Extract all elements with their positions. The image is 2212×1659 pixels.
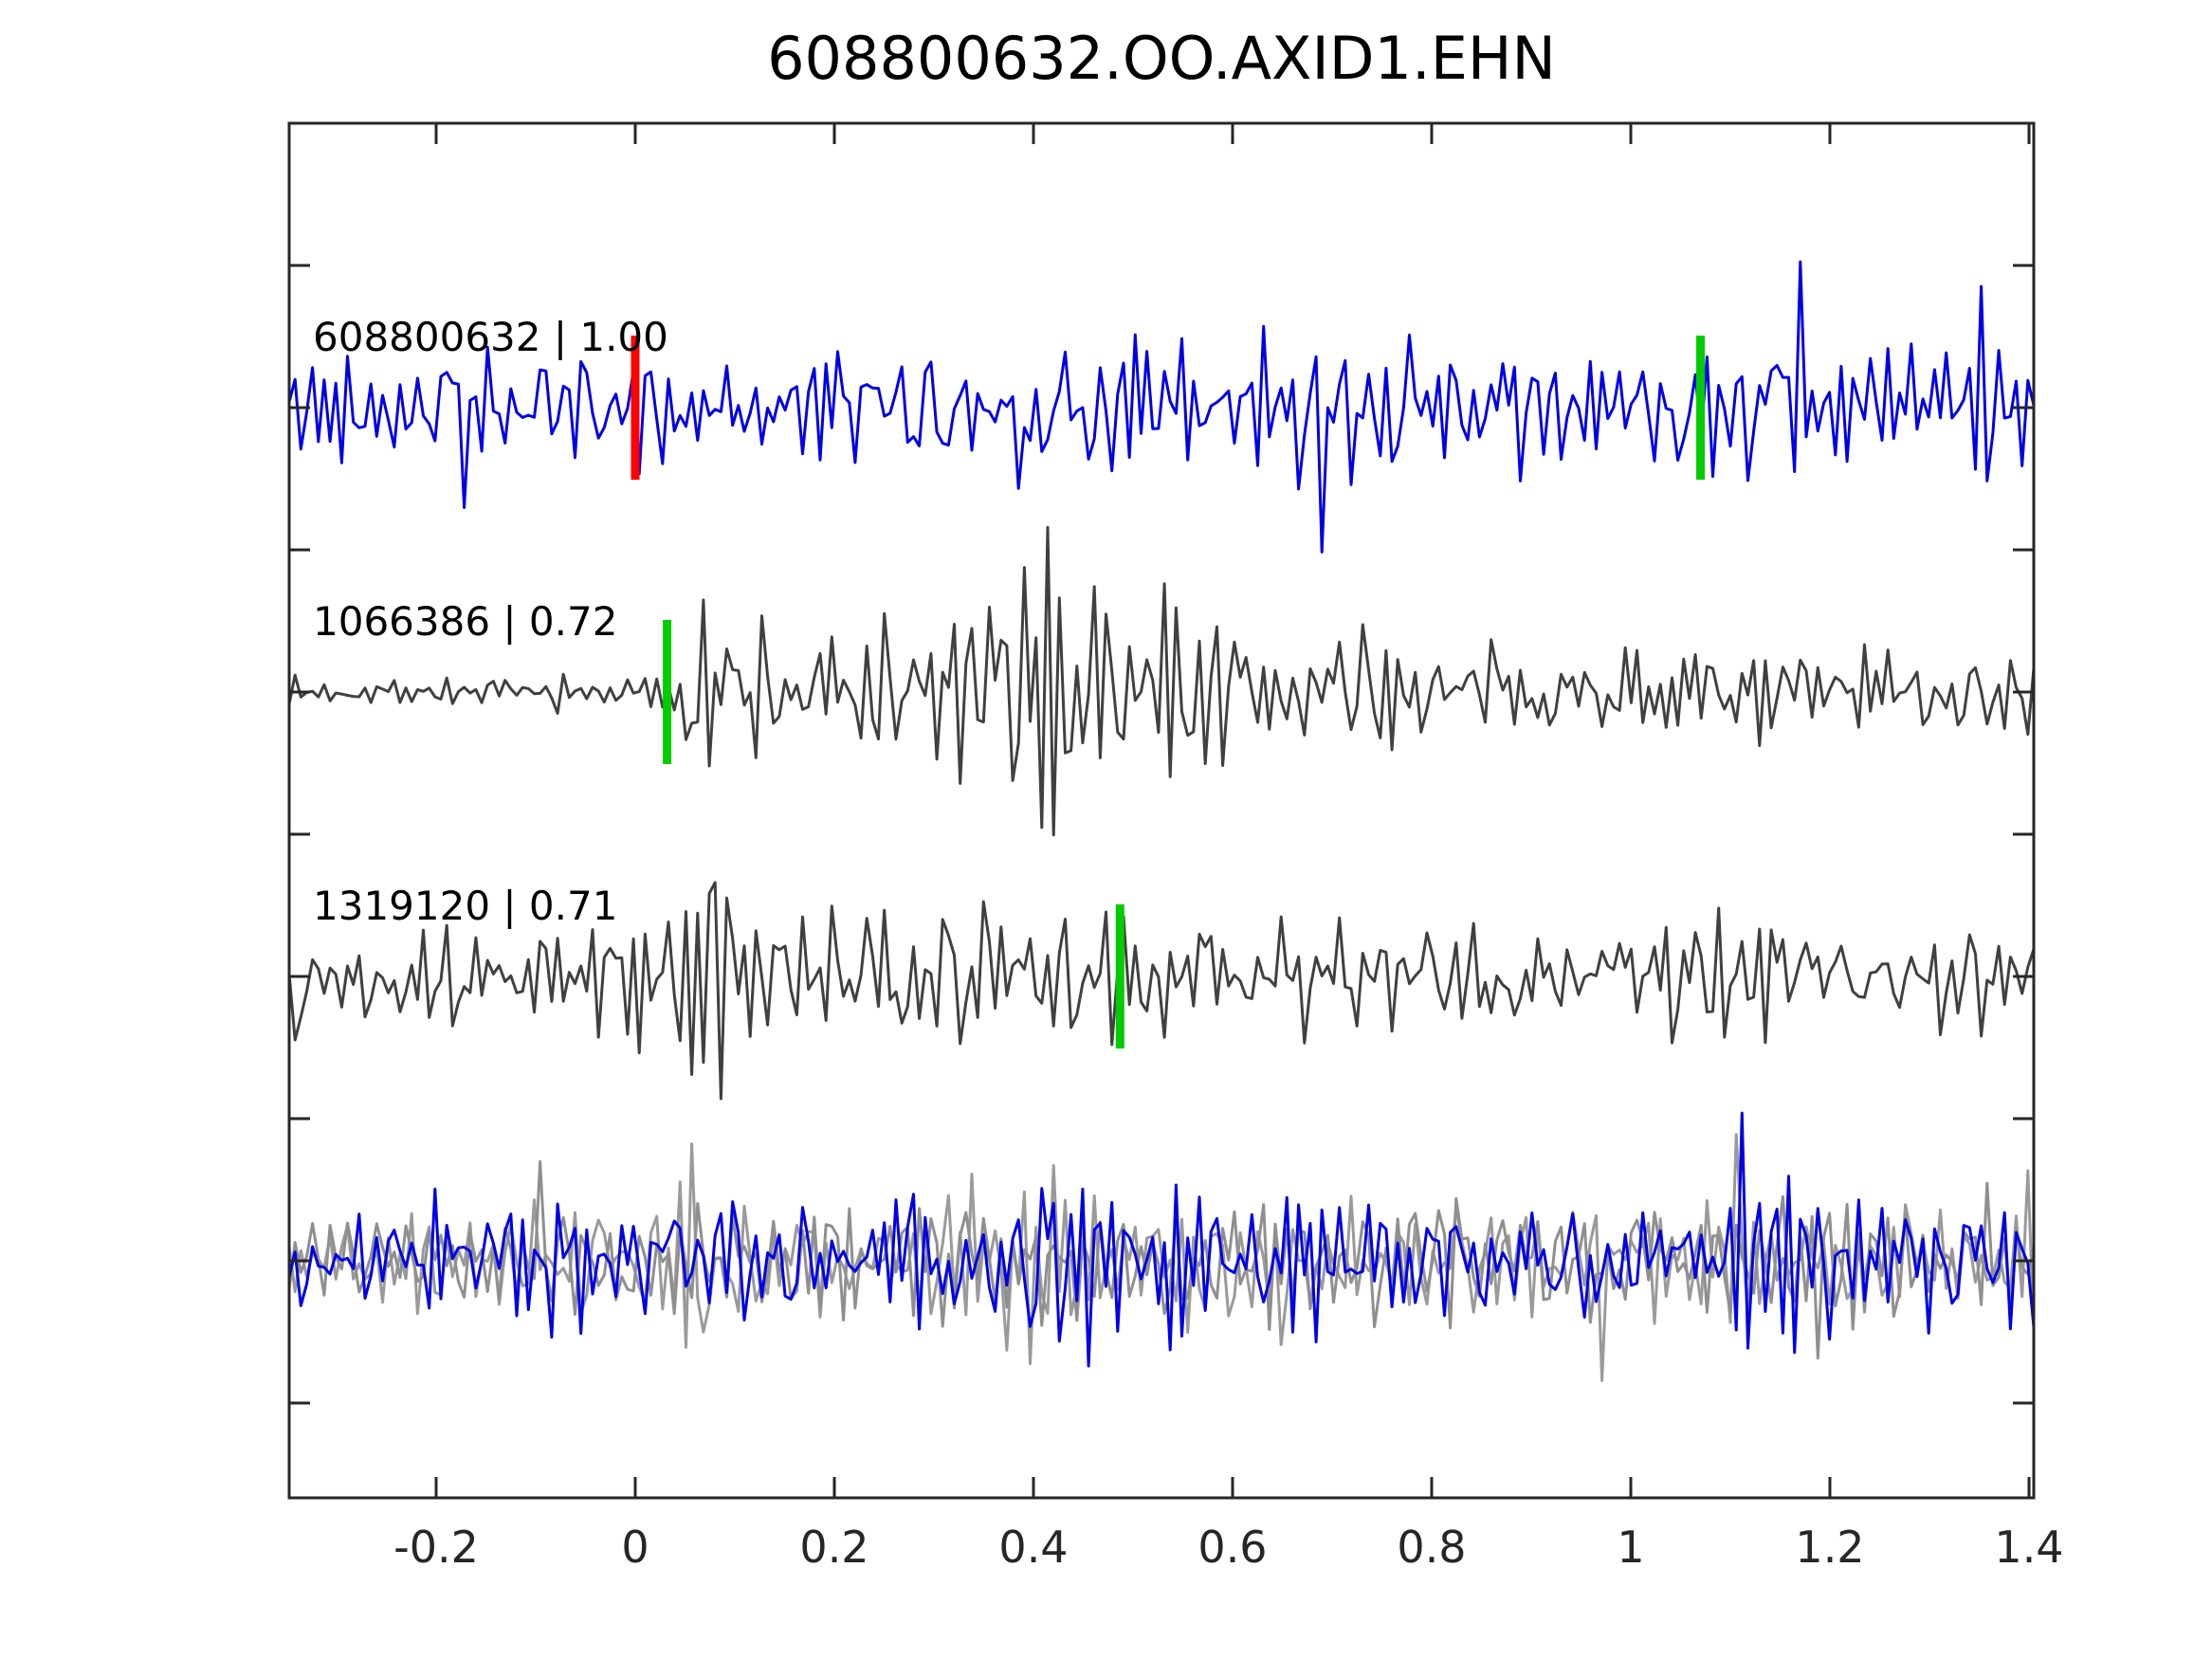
x-tick-label: 0.8 xyxy=(1397,1522,1466,1573)
waveform-trace-row4-1 xyxy=(289,1133,2034,1382)
axes-spines xyxy=(287,121,2036,1500)
waveform-trace-row2 xyxy=(289,525,2034,837)
waveform-trace-row1 xyxy=(289,260,2034,554)
x-tick-label: 0.6 xyxy=(1197,1522,1267,1573)
x-tick-label: 1.4 xyxy=(1994,1522,2063,1573)
x-tick-label: 1.2 xyxy=(1795,1522,1864,1573)
trace-group xyxy=(289,260,2034,1382)
x-tick-label: -0.2 xyxy=(393,1522,479,1573)
x-tick-label: 0 xyxy=(621,1522,649,1573)
x-tick-label: 1 xyxy=(1617,1522,1644,1573)
green-pick-marker-row2 xyxy=(663,620,672,764)
x-tick-label: 0.2 xyxy=(799,1522,868,1573)
trace-label-row2: 1066386 | 0.72 xyxy=(313,598,617,645)
waveform-trace-row3 xyxy=(289,881,2034,1101)
plot-title: 608800632.OO.AXID1.EHN xyxy=(767,24,1556,93)
green-pick-marker-row1 xyxy=(1696,336,1705,480)
red-pick-marker-row1 xyxy=(631,336,640,480)
trace-label-row3: 1319120 | 0.71 xyxy=(313,883,617,929)
waveform-trace-row4-3 xyxy=(289,1111,2034,1368)
waveform-trace-row4-2 xyxy=(289,1159,2034,1360)
x-tick-label: 0.4 xyxy=(998,1522,1068,1573)
trace-label-row1: 608800632 | 1.00 xyxy=(313,314,668,360)
green-pick-marker-row3 xyxy=(1115,904,1124,1048)
